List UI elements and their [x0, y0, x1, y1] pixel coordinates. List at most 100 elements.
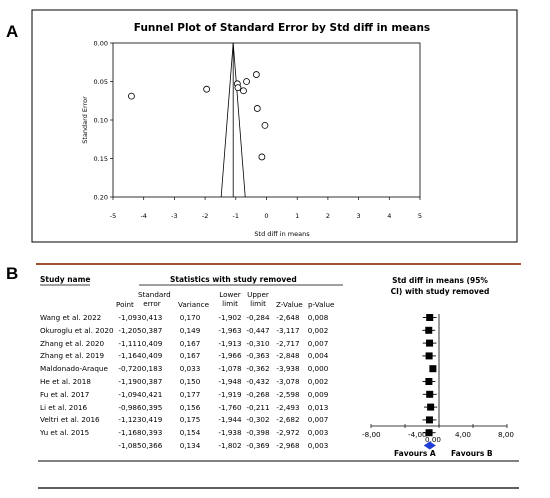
- forest-header: Std diff in means (95% CI) with study re…: [390, 276, 490, 296]
- point-cell: -1,085: [118, 441, 142, 450]
- forest-tick-label: 8,00: [498, 430, 515, 439]
- p-cell: 0,008: [307, 313, 329, 322]
- col-header-upper: Upper limit: [247, 290, 269, 308]
- forest-tick-label: -4,00: [408, 430, 427, 439]
- study-name-cell: Zhang et al. 2019: [40, 351, 105, 361]
- study-point: [128, 92, 135, 100]
- study-point: [253, 105, 261, 112]
- x-tick-label: 3: [357, 212, 361, 220]
- forest-point-marker: [425, 416, 433, 424]
- col-header-p: p-Value: [308, 300, 335, 309]
- forest-point-marker: [426, 339, 434, 347]
- panel-label-a: A: [6, 22, 19, 41]
- upper-cell: -0,268: [246, 389, 270, 399]
- x-tick-label: -5: [110, 212, 116, 220]
- x-tick-label: 5: [418, 212, 422, 220]
- variance-cell: 0,033: [179, 364, 201, 374]
- upper-cell: -0,447: [246, 325, 270, 335]
- favours-b-label: Favours B: [451, 449, 493, 458]
- funnel-title: Funnel Plot of Standard Error by Std dif…: [134, 22, 430, 34]
- variance-cell: 0,177: [179, 389, 201, 399]
- study-point: [234, 84, 242, 92]
- x-tick-label: -2: [202, 212, 208, 220]
- se-cell: 0,183: [141, 364, 163, 374]
- lower-cell: -1,966: [218, 351, 242, 361]
- p-cell: 0,009: [307, 389, 329, 399]
- point-cell: -1,164: [118, 351, 142, 361]
- lower-cell: -1,919: [218, 389, 242, 399]
- funnel-right-limit: [232, 42, 246, 198]
- point-cell: -1,190: [118, 377, 142, 386]
- lower-cell: -1,963: [218, 325, 242, 335]
- study-point: [203, 85, 211, 93]
- forest-point-marker: [426, 314, 434, 321]
- se-cell: 0,387: [141, 325, 163, 335]
- point-cell: -1,094: [118, 389, 142, 399]
- col-header-se: Standard error: [138, 290, 171, 308]
- upper-cell: -0,398: [246, 428, 270, 438]
- variance-cell: 0,170: [179, 313, 201, 322]
- lower-cell: -1,948: [218, 377, 242, 386]
- variance-cell: 0,156: [179, 402, 201, 412]
- upper-cell: -0,369: [246, 441, 270, 450]
- col-header-variance: Variance: [178, 300, 210, 309]
- p-cell: 0,002: [307, 377, 329, 386]
- lower-cell: -1,913: [218, 338, 242, 348]
- stats-header: Statistics with study removed: [170, 275, 297, 284]
- p-cell: 0,004: [307, 351, 329, 361]
- x-axis-label: Std diff in means: [254, 230, 310, 238]
- forest-tick-label: 0,00: [425, 435, 442, 444]
- p-cell: 0,007: [307, 415, 329, 425]
- p-cell: 0,003: [307, 441, 329, 450]
- forest-tick-label: 4,00: [455, 430, 472, 439]
- lower-cell: -1,944: [218, 415, 242, 425]
- study-point: [258, 153, 266, 161]
- p-cell: 0,007: [307, 338, 329, 348]
- point-cell: -1,168: [118, 428, 142, 438]
- variance-cell: 0,167: [179, 351, 201, 361]
- z-cell: -2,972: [276, 428, 300, 438]
- forest-point-marker: [425, 429, 433, 437]
- variance-cell: 0,134: [179, 441, 201, 450]
- z-cell: -3,938: [276, 364, 300, 374]
- p-cell: 0,000: [307, 364, 329, 374]
- funnel-plot: Funnel Plot of Standard Error by Std dif…: [31, 9, 518, 243]
- x-tick-label: 4: [387, 212, 391, 220]
- z-cell: -3,117: [276, 325, 300, 335]
- study-name-cell: Maldonado-Araque: [40, 364, 108, 374]
- z-cell: -2,682: [276, 415, 300, 425]
- study-name-cell: Li et al. 2016: [40, 402, 88, 412]
- upper-cell: -0,363: [246, 351, 270, 361]
- se-cell: 0,409: [141, 338, 163, 348]
- panel-b-rules: [36, 263, 521, 489]
- p-cell: 0,003: [307, 428, 329, 438]
- se-cell: 0,387: [141, 377, 163, 386]
- forest-point-marker: [425, 326, 433, 334]
- y-tick-label: 0.15: [94, 155, 108, 163]
- z-cell: -2,968: [276, 441, 300, 450]
- lower-cell: -1,902: [218, 313, 242, 322]
- study-name-cell: Zhang et al. 2020: [40, 338, 105, 348]
- point-cell: -1,111: [118, 338, 142, 348]
- figure-frame: [31, 9, 518, 243]
- x-tick-label: 0: [264, 212, 268, 220]
- upper-cell: -0,302: [246, 415, 270, 425]
- variance-cell: 0,150: [179, 377, 201, 386]
- upper-cell: -0,310: [246, 338, 270, 348]
- study-name-cell: Yu et al. 2015: [40, 428, 90, 438]
- variance-cell: 0,167: [179, 338, 201, 348]
- y-tick-label: 0.00: [94, 39, 108, 47]
- study-name-header: Study name: [40, 275, 91, 284]
- upper-cell: -0,362: [246, 364, 270, 374]
- point-cell: -1,093: [118, 313, 142, 322]
- point-cell: -1,123: [118, 415, 142, 425]
- upper-cell: -0,284: [246, 313, 270, 322]
- y-tick-label: 0.05: [94, 78, 108, 86]
- p-cell: 0,013: [307, 402, 329, 412]
- se-cell: 0,366: [141, 441, 163, 450]
- z-cell: -2,598: [276, 389, 300, 399]
- x-tick-label: -1: [233, 212, 239, 220]
- z-cell: -2,648: [276, 313, 300, 322]
- study-name-cell: Wang et al. 2022: [40, 313, 102, 322]
- study-name-cell: Okuroglu et al. 2020: [40, 325, 114, 335]
